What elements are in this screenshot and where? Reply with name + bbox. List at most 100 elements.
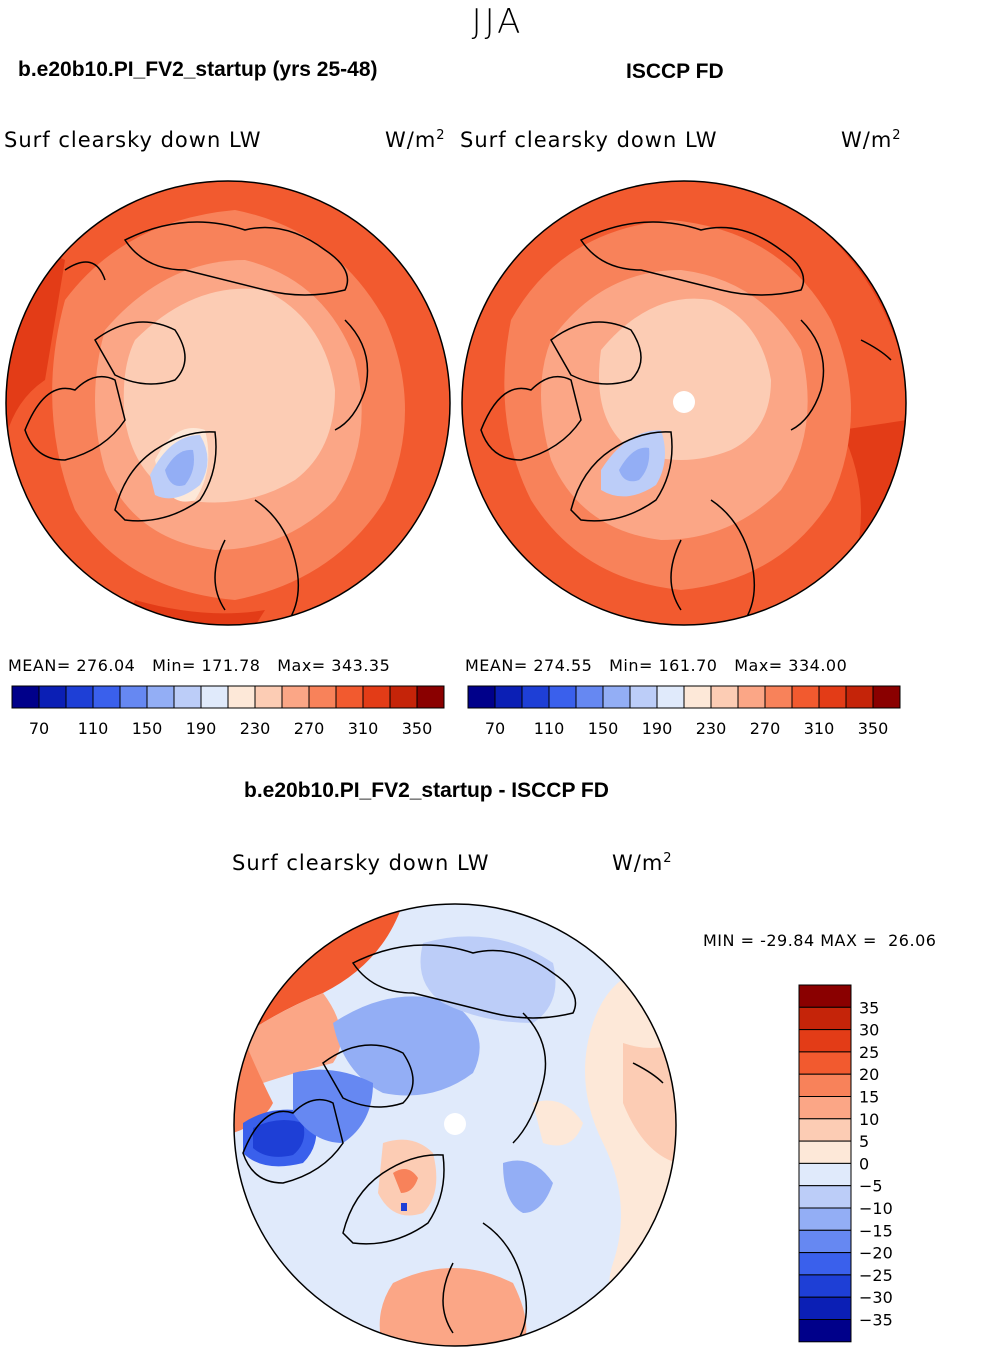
difference-colorbar-tick-label: 35: [859, 998, 879, 1017]
difference-colorbar: 35 30 25 20 15 10 5 0 −5 −10 −15 −20 −25 −30 −35: [798, 984, 893, 1343]
panel-2-units: W/m2: [841, 128, 902, 152]
panel-2-mean: 274.55: [533, 656, 593, 675]
panel-2-colorbar-swatch: [872, 685, 901, 709]
panel-2-colorbar-swatch: [467, 685, 496, 709]
difference-colorbar-swatch: [798, 1274, 852, 1298]
panel-2-colorbar-swatch: [845, 685, 874, 709]
panel-1-stats: MEAN= 276.04 Min= 171.78 Max= 343.35: [8, 656, 391, 675]
difference-colorbar-swatch: [798, 1252, 852, 1276]
difference-colorbar-tick-label: −10: [859, 1199, 893, 1218]
difference-colorbar-swatch: [798, 1229, 852, 1254]
panel-1-max: 343.35: [331, 656, 391, 675]
difference-colorbar-swatch: [798, 1296, 852, 1321]
difference-colorbar-tick-label: −15: [859, 1221, 893, 1240]
panel-2-colorbar-swatch: [575, 685, 604, 709]
difference-stats: MIN = -29.84 MAX = 26.06: [703, 931, 937, 950]
panel-2-colorbar-swatch: [791, 685, 820, 709]
difference-colorbar-tick-label: −30: [859, 1288, 893, 1307]
panel-1-colorbar-tick-label: 190: [186, 719, 217, 738]
panel-1-case-title: b.e20b10.PI_FV2_startup (yrs 25-48): [18, 58, 378, 81]
difference-colorbar-swatch: [798, 984, 852, 1008]
panel-1-colorbar-tick-label: 270: [294, 719, 325, 738]
difference-colorbar-swatch: [798, 1073, 852, 1097]
observation-polar-map: [461, 180, 907, 626]
difference-colorbar-tick-label: 10: [859, 1110, 879, 1129]
panel-2-colorbar-tick-label: 310: [804, 719, 835, 738]
panel-2-colorbar-swatch: [683, 685, 712, 709]
panel-1-colorbar-tick-label: 150: [132, 719, 163, 738]
panel-2-colorbar-swatch: [602, 685, 631, 709]
panel-1-colorbar-swatch: [362, 685, 391, 709]
difference-colorbar-tick-label: 0: [859, 1154, 869, 1173]
difference-max: 26.06: [888, 931, 937, 950]
panel-1-colorbar-swatch: [65, 685, 94, 709]
panel-2-case-title: ISCCP FD: [626, 60, 724, 83]
difference-colorbar-swatch: [798, 1118, 852, 1142]
panel-1-colorbar-swatch: [308, 685, 337, 709]
panel-1-colorbar-swatch: [254, 685, 283, 709]
panel-1-colorbar-swatch: [92, 685, 121, 709]
panel-2-colorbar-tick-label: 190: [642, 719, 673, 738]
panel-2-colorbar-swatch: [710, 685, 739, 709]
panel-2-colorbar-tick-label: 150: [588, 719, 619, 738]
panel-1-mean: 276.04: [76, 656, 136, 675]
difference-units: W/m2: [612, 851, 673, 875]
difference-colorbar-tick-label: 15: [859, 1088, 879, 1107]
difference-variable: Surf clearsky down LW: [232, 851, 490, 875]
difference-colorbar-swatch: [798, 1185, 852, 1209]
panel-2-colorbar-swatch: [656, 685, 685, 709]
panel-2-stats: MEAN= 274.55 Min= 161.70 Max= 334.00: [465, 656, 848, 675]
season-title: JJA: [471, 2, 524, 42]
panel-2-colorbar-swatch: [737, 685, 766, 709]
difference-colorbar-swatch: [798, 1006, 852, 1031]
panel-1-min: 171.78: [201, 656, 261, 675]
panel-1-colorbar-tick-label: 110: [78, 719, 109, 738]
panel-1-colorbar-tick-label: 70: [29, 719, 49, 738]
panel-2-colorbar-swatch: [764, 685, 793, 709]
panel-2-colorbar-tick-label: 70: [485, 719, 505, 738]
difference-colorbar-swatch: [798, 1096, 852, 1120]
panel-2-colorbar-swatch: [494, 685, 523, 709]
panel-1-colorbar-tick-label: 310: [348, 719, 379, 738]
difference-colorbar-swatch: [798, 1162, 852, 1187]
panel-1-colorbar-swatch: [227, 685, 256, 709]
panel-2-colorbar-swatch: [548, 685, 577, 709]
panel-1-colorbar-swatch: [173, 685, 202, 709]
panel-1-colorbar-swatch: [281, 685, 310, 709]
panel-2-colorbar-tick-label: 270: [750, 719, 781, 738]
difference-title: b.e20b10.PI_FV2_startup - ISCCP FD: [244, 779, 609, 802]
difference-colorbar-tick-label: −5: [859, 1177, 883, 1196]
panel-1-colorbar-swatch: [38, 685, 67, 709]
panel-1-colorbar-swatch: [11, 685, 40, 709]
panel-1-colorbar-tick-label: 230: [240, 719, 271, 738]
difference-colorbar-swatch: [798, 1029, 852, 1053]
panel-1-colorbar-swatch: [200, 685, 229, 709]
panel-2-colorbar-swatch: [629, 685, 658, 709]
difference-colorbar-swatch: [798, 1140, 852, 1164]
difference-colorbar-tick-label: −25: [859, 1266, 893, 1285]
difference-colorbar-tick-label: 5: [859, 1132, 869, 1151]
difference-colorbar-tick-label: 20: [859, 1065, 879, 1084]
difference-min: -29.84: [760, 931, 815, 950]
panel-2-max: 334.00: [788, 656, 848, 675]
difference-colorbar-swatch: [798, 1051, 852, 1075]
panel-1-colorbar-tick-label: 350: [402, 719, 433, 738]
panel-1-colorbar-swatch: [389, 685, 418, 709]
panel-2-min: 161.70: [658, 656, 718, 675]
difference-polar-map: [233, 903, 677, 1347]
panel-2-colorbar-tick-label: 350: [858, 719, 889, 738]
difference-colorbar-swatch: [798, 1319, 852, 1343]
panel-2-colorbar-tick-label: 230: [696, 719, 727, 738]
panel-2-colorbar: 70 110 150 190 230 270 310 350: [467, 685, 901, 738]
difference-colorbar-tick-label: 25: [859, 1043, 879, 1062]
difference-colorbar-tick-label: 30: [859, 1021, 879, 1040]
model-polar-map: [5, 180, 451, 626]
panel-1-units: W/m2: [385, 128, 446, 152]
panel-2-colorbar-swatch: [818, 685, 847, 709]
panel-1-variable: Surf clearsky down LW: [4, 128, 262, 152]
panel-2-colorbar-tick-label: 110: [534, 719, 565, 738]
panel-2-variable: Surf clearsky down LW: [460, 128, 718, 152]
panel-1-colorbar: 70 110 150 190 230 270 310 350: [11, 685, 445, 738]
difference-colorbar-tick-label: −20: [859, 1244, 893, 1263]
difference-colorbar-swatch: [798, 1207, 852, 1231]
